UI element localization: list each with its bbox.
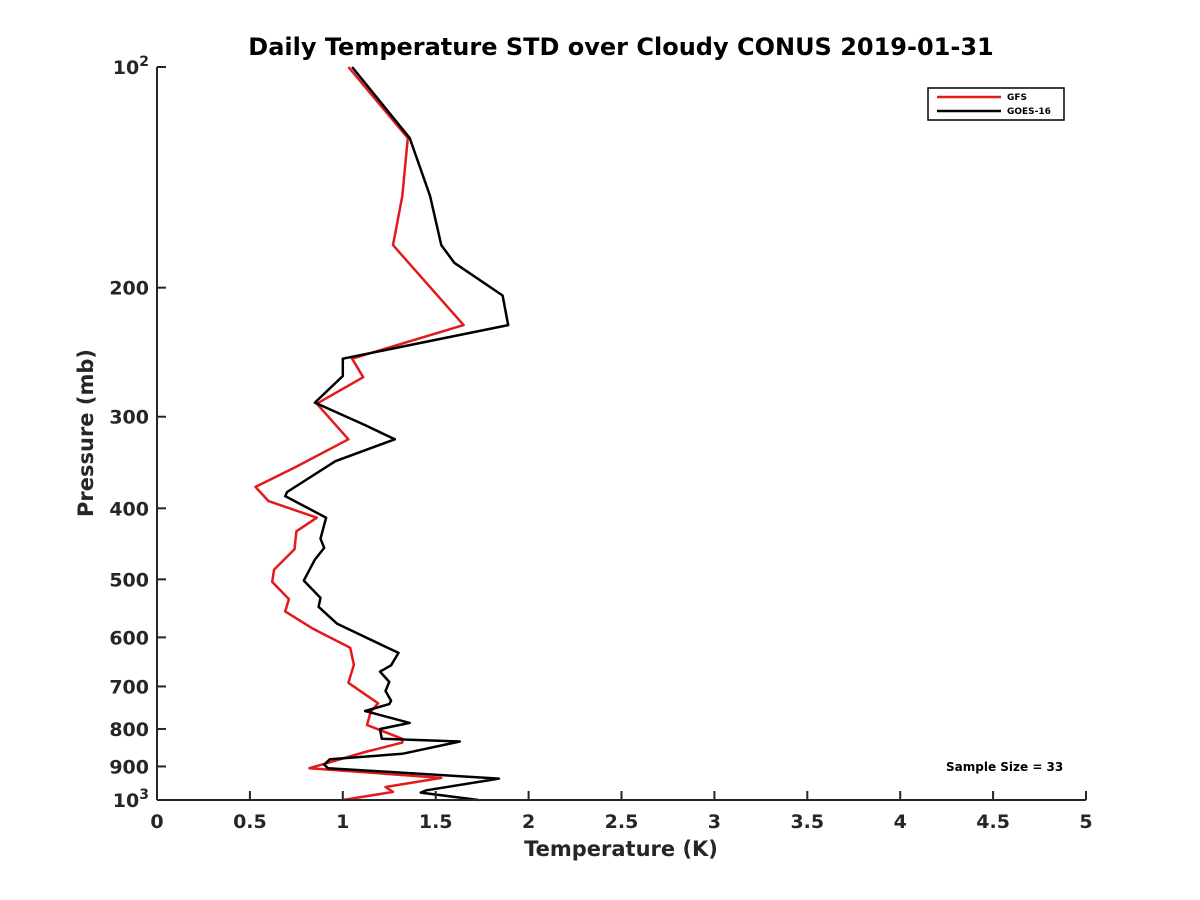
y-tick-label-base: 10: [113, 57, 139, 79]
y-tick-label-base: 900: [109, 756, 149, 778]
x-tick-label: 1: [336, 811, 349, 833]
y-tick-label-base: 10: [113, 790, 139, 812]
y-tick-label: 900: [109, 756, 149, 778]
x-tick-label: 4.5: [976, 811, 1010, 833]
y-tick-label: 800: [109, 719, 149, 741]
y-tick-label: 600: [109, 627, 149, 649]
y-tick-label: 700: [109, 676, 149, 698]
y-tick-label: 400: [109, 498, 149, 520]
x-tick-label: 0: [150, 811, 163, 833]
y-tick-label: 200: [109, 278, 149, 300]
series-line-goes-16: [283, 66, 510, 802]
y-tick-label-exponent: 3: [139, 787, 149, 803]
x-tick-label: 2.5: [605, 811, 639, 833]
y-tick-label-exponent: 2: [139, 54, 149, 70]
chart-title: Daily Temperature STD over Cloudy CONUS …: [248, 33, 993, 61]
y-tick-label-base: 400: [109, 498, 149, 520]
y-axis-label: Pressure (mb): [74, 349, 98, 517]
legend-label-gfs: GFS: [1007, 93, 1027, 103]
y-tick-label-base: 500: [109, 569, 149, 591]
legend-label-goes16: GOES-16: [1007, 107, 1051, 117]
x-ticks: 0 0.5 1 1.5 2 2.5 3 3.5 4 4.5 5: [150, 791, 1093, 833]
y-tick-label: 103: [113, 787, 149, 812]
x-tick-label: 5: [1079, 811, 1092, 833]
y-tick-label: 300: [109, 407, 149, 429]
y-tick-label-base: 800: [109, 719, 149, 741]
y-tick-label: 102: [113, 54, 149, 79]
y-tick-label-base: 200: [109, 278, 149, 300]
y-tick-label-base: 300: [109, 407, 149, 429]
x-tick-label: 0.5: [233, 811, 267, 833]
y-tick-label-base: 700: [109, 676, 149, 698]
x-tick-label: 1.5: [419, 811, 453, 833]
x-axis-label: Temperature (K): [524, 837, 718, 861]
x-tick-label: 4: [894, 811, 907, 833]
series-layer: [254, 66, 510, 802]
x-tick-label: 3: [708, 811, 721, 833]
legend: GFS GOES-16: [927, 87, 1065, 121]
series-line-gfs: [254, 66, 465, 802]
x-tick-label: 2: [522, 811, 535, 833]
sample-size-annotation: Sample Size = 33: [946, 760, 1063, 774]
x-tick-label: 3.5: [790, 811, 824, 833]
y-tick-label: 500: [109, 569, 149, 591]
legend-box: [927, 87, 1065, 121]
y-tick-label-base: 600: [109, 627, 149, 649]
